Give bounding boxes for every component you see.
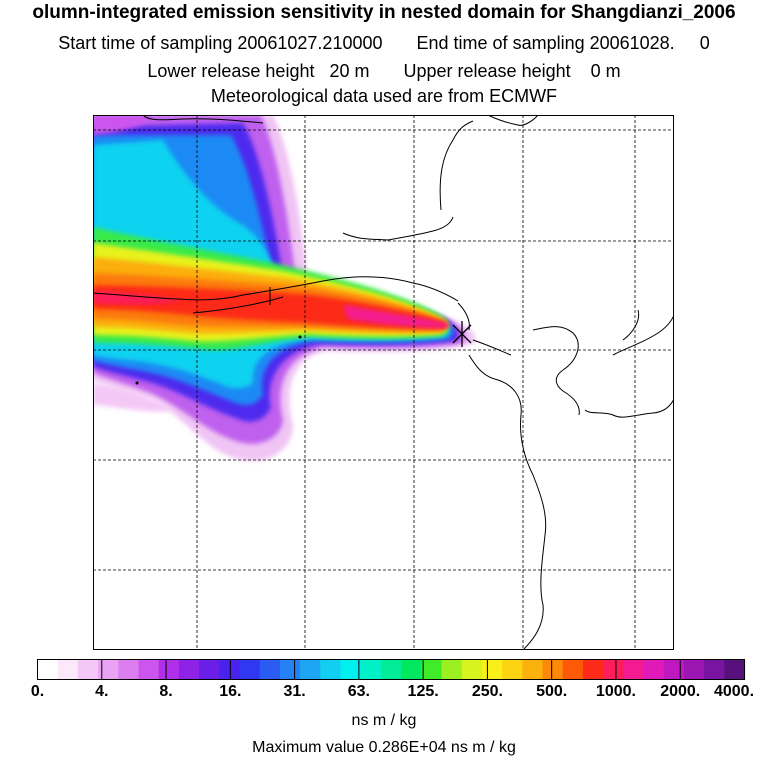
colorbar-cell [441,659,463,680]
colorbar-cell [300,659,321,680]
colorbar-cell [582,659,604,680]
colorbar-cell [158,659,180,680]
colorbar-cell [704,659,725,680]
colorbar-tick-label: 500. [536,683,568,700]
colorbar-cell [683,659,705,680]
city-markers [135,335,302,385]
colorbar-unit: ns m / kg [351,712,417,729]
colorbar-cell [643,659,665,680]
colorbar-cell [178,659,200,680]
colorbar-tick-label: 31. [283,683,306,700]
colorbar-cell [623,659,645,680]
colorbar-cell [724,659,746,680]
maximum-value-text: Maximum value 0.286E+04 ns m / kg [252,739,516,756]
sampling-times: Start time of sampling 20061027.210000 En… [0,32,768,54]
coastlines [93,115,674,650]
colorbar-cell [138,659,160,680]
city-marker [135,381,139,385]
colorbar-cell [401,659,422,680]
colorbar-cell [57,659,79,680]
release-heights: Lower release height 20 m Upper release h… [0,60,768,82]
colorbar-cell [502,659,523,680]
colorbar-cell [98,659,119,680]
colorbar-cell [239,659,261,680]
colorbar-tick-label: 0. [30,683,45,700]
colorbar-tick-label: 1000. [595,683,636,700]
colorbar-tick-label: 4000. [713,683,755,700]
colorbar-tick-label: 125. [407,683,439,700]
colorbar-cell [481,659,503,680]
upper-release-text: Upper release height 0 m [403,61,621,81]
colorbar-tick-label: 2000. [660,683,701,700]
colorbar-cell [421,659,443,680]
lower-release-text: Lower release height 20 m [147,61,370,81]
colorbar [37,659,746,680]
colorbar-cell [542,659,564,680]
colorbar-cell [199,659,220,680]
colorbar-cell [380,659,402,680]
colorbar-tick-label: 4. [95,683,109,700]
receptor-marker [452,321,472,347]
graticule [93,115,674,650]
colorbar-cell [37,659,59,680]
colorbar-cell [340,659,362,680]
colorbar-cell [118,659,140,680]
plot-title: olumn-integrated emission sensitivity in… [32,2,736,23]
met-data-text: Meteorological data used are from ECMWF [210,86,558,106]
colorbar-cell [562,659,584,680]
colorbar-tick-label: 16. [219,683,242,700]
start-sampling-text: Start time of sampling 20061027.210000 [58,33,383,53]
colorbar-cell [360,659,382,680]
emission-sensitivity-map [93,115,674,650]
colorbar-tick-label: 63. [347,683,370,700]
colorbar-cell [259,659,281,680]
colorbar-cell [522,659,544,680]
colorbar-cell [663,659,685,680]
colorbar-cell [219,659,241,680]
colorbar-cell [77,659,99,680]
colorbar-cell [603,659,624,680]
city-marker [298,335,302,339]
colorbar-tick-label: 8. [159,683,173,700]
colorbar-cell [279,659,301,680]
colorbar-cell [461,659,483,680]
colorbar-tick-label: 250. [471,683,503,700]
end-sampling-text: End time of sampling 20061028. 0 [416,33,710,53]
colorbar-cell [320,659,342,680]
